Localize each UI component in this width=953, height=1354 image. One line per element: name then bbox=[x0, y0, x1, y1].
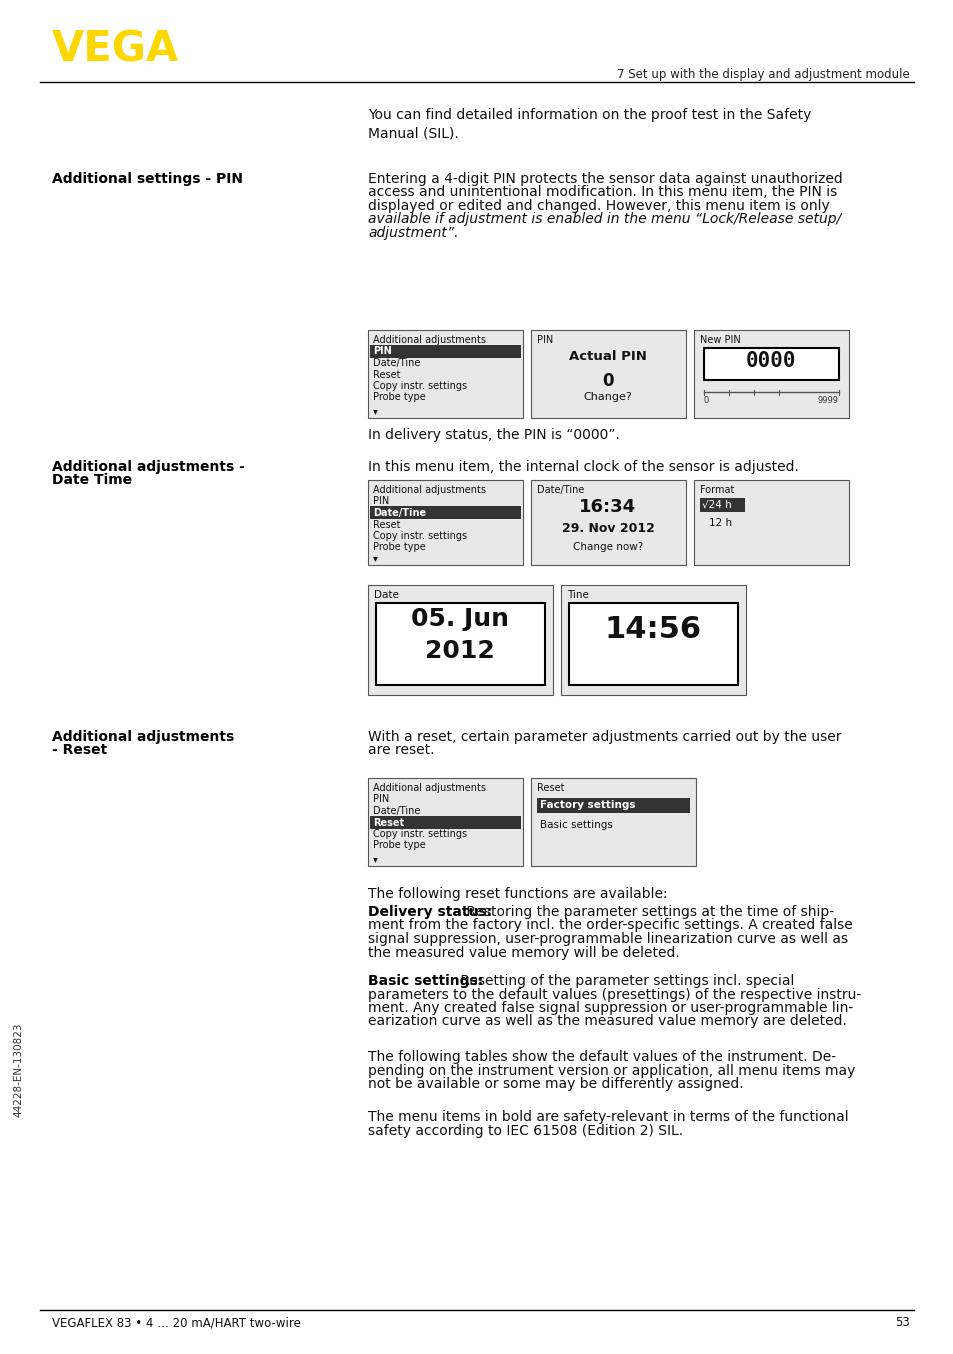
Text: Copy instr. settings: Copy instr. settings bbox=[373, 531, 467, 542]
Text: Additional adjustments: Additional adjustments bbox=[373, 783, 485, 793]
Text: Actual PIN: Actual PIN bbox=[569, 349, 646, 363]
Text: pending on the instrument version or application, all menu items may: pending on the instrument version or app… bbox=[368, 1063, 855, 1078]
Text: 53: 53 bbox=[894, 1316, 909, 1330]
Text: 14:56: 14:56 bbox=[604, 615, 700, 645]
Text: ment from the factory incl. the order-specific settings. A created false: ment from the factory incl. the order-sp… bbox=[368, 918, 852, 933]
Text: PIN: PIN bbox=[373, 347, 392, 356]
Text: Date: Date bbox=[374, 590, 398, 600]
Text: Probe type: Probe type bbox=[373, 841, 425, 850]
Text: Delivery status:: Delivery status: bbox=[368, 904, 492, 919]
Text: 44228-EN-130823: 44228-EN-130823 bbox=[13, 1022, 23, 1117]
Text: VEGA: VEGA bbox=[52, 28, 179, 70]
Text: 16:34: 16:34 bbox=[578, 498, 636, 516]
Bar bbox=[368, 779, 522, 867]
Text: Date/Tine: Date/Tine bbox=[373, 357, 420, 368]
Text: Format: Format bbox=[700, 485, 734, 496]
Text: parameters to the default values (presettings) of the respective instru-: parameters to the default values (preset… bbox=[368, 987, 861, 1002]
Text: PIN: PIN bbox=[537, 334, 553, 345]
Text: The following tables show the default values of the instrument. De-: The following tables show the default va… bbox=[368, 1049, 835, 1064]
Text: Probe type: Probe type bbox=[373, 543, 425, 552]
Text: available if adjustment is enabled in the menu “Lock/Release setup/: available if adjustment is enabled in th… bbox=[368, 213, 841, 226]
Text: Resetting of the parameter settings incl. special: Resetting of the parameter settings incl… bbox=[456, 974, 794, 988]
Text: Entering a 4-digit PIN protects the sensor data against unauthorized: Entering a 4-digit PIN protects the sens… bbox=[368, 172, 841, 185]
Text: Factory settings: Factory settings bbox=[539, 800, 635, 810]
Bar bbox=[370, 506, 520, 519]
Text: Reset: Reset bbox=[373, 520, 400, 529]
Text: ▾: ▾ bbox=[373, 854, 377, 864]
Text: The menu items in bold are safety-relevant in terms of the functional: The menu items in bold are safety-releva… bbox=[368, 1110, 848, 1124]
Text: displayed or edited and changed. However, this menu item is only: displayed or edited and changed. However… bbox=[368, 199, 829, 213]
Text: adjustment”.: adjustment”. bbox=[368, 226, 458, 240]
Text: Change?: Change? bbox=[583, 393, 632, 402]
Text: 0000: 0000 bbox=[745, 351, 796, 371]
Text: 2012: 2012 bbox=[425, 639, 495, 663]
Bar bbox=[375, 603, 544, 685]
Text: 29. Nov 2012: 29. Nov 2012 bbox=[561, 523, 654, 535]
Bar bbox=[537, 798, 689, 812]
Text: Probe type: Probe type bbox=[373, 393, 425, 402]
Text: signal suppression, user-programmable linearization curve as well as: signal suppression, user-programmable li… bbox=[368, 932, 847, 946]
Text: 05. Jun: 05. Jun bbox=[411, 607, 509, 631]
Bar bbox=[700, 498, 744, 512]
Text: Copy instr. settings: Copy instr. settings bbox=[373, 829, 467, 839]
Text: 0: 0 bbox=[601, 372, 613, 390]
Text: Date/Tine: Date/Tine bbox=[373, 806, 420, 816]
Text: Additional adjustments -: Additional adjustments - bbox=[52, 460, 245, 474]
Text: earization curve as well as the measured value memory are deleted.: earization curve as well as the measured… bbox=[368, 1014, 846, 1029]
Text: access and unintentional modification. In this menu item, the PIN is: access and unintentional modification. I… bbox=[368, 185, 837, 199]
Text: are reset.: are reset. bbox=[368, 743, 434, 757]
Bar bbox=[370, 344, 520, 357]
Text: The following reset functions are available:: The following reset functions are availa… bbox=[368, 887, 667, 900]
Text: In delivery status, the PIN is “0000”.: In delivery status, the PIN is “0000”. bbox=[368, 428, 619, 441]
Bar bbox=[368, 585, 553, 695]
Text: Change now?: Change now? bbox=[572, 542, 642, 552]
Text: You can find detailed information on the proof test in the Safety
Manual (SIL).: You can find detailed information on the… bbox=[368, 108, 810, 141]
Text: Tine: Tine bbox=[566, 590, 588, 600]
Text: New PIN: New PIN bbox=[700, 334, 740, 345]
Text: PIN: PIN bbox=[373, 795, 389, 804]
Bar bbox=[693, 481, 848, 565]
Text: not be available or some may be differently assigned.: not be available or some may be differen… bbox=[368, 1076, 742, 1091]
Bar bbox=[560, 585, 745, 695]
Bar bbox=[531, 481, 685, 565]
Text: safety according to IEC 61508 (Edition 2) SIL.: safety according to IEC 61508 (Edition 2… bbox=[368, 1124, 682, 1137]
Text: Copy instr. settings: Copy instr. settings bbox=[373, 380, 467, 391]
Text: 12 h: 12 h bbox=[708, 519, 731, 528]
Text: ment. Any created false signal suppression or user-programmable lin-: ment. Any created false signal suppressi… bbox=[368, 1001, 852, 1016]
Bar bbox=[703, 348, 838, 380]
Text: √24 h: √24 h bbox=[701, 500, 731, 510]
Bar bbox=[568, 603, 738, 685]
Text: Additional adjustments: Additional adjustments bbox=[52, 730, 234, 743]
Text: Date Time: Date Time bbox=[52, 474, 132, 487]
Bar bbox=[531, 330, 685, 418]
Text: VEGAFLEX 83 • 4 … 20 mA/HART two-wire: VEGAFLEX 83 • 4 … 20 mA/HART two-wire bbox=[52, 1316, 300, 1330]
Text: Reset: Reset bbox=[373, 370, 400, 379]
Text: In this menu item, the internal clock of the sensor is adjusted.: In this menu item, the internal clock of… bbox=[368, 460, 798, 474]
Text: 9999: 9999 bbox=[817, 395, 838, 405]
Text: 0: 0 bbox=[703, 395, 708, 405]
Text: Restoring the parameter settings at the time of ship-: Restoring the parameter settings at the … bbox=[462, 904, 834, 919]
Text: 7 Set up with the display and adjustment module: 7 Set up with the display and adjustment… bbox=[617, 68, 909, 81]
Bar bbox=[368, 481, 522, 565]
Bar bbox=[368, 330, 522, 418]
Text: the measured value memory will be deleted.: the measured value memory will be delete… bbox=[368, 945, 679, 960]
Text: - Reset: - Reset bbox=[52, 743, 107, 757]
Text: Basic settings: Basic settings bbox=[539, 821, 612, 830]
Text: Date/Tine: Date/Tine bbox=[373, 508, 426, 519]
Text: PIN: PIN bbox=[373, 497, 389, 506]
Text: ▾: ▾ bbox=[373, 552, 377, 563]
Text: With a reset, certain parameter adjustments carried out by the user: With a reset, certain parameter adjustme… bbox=[368, 730, 841, 743]
Text: Additional settings - PIN: Additional settings - PIN bbox=[52, 172, 243, 185]
Bar bbox=[531, 779, 696, 867]
Text: Date/Tine: Date/Tine bbox=[537, 485, 584, 496]
Text: Reset: Reset bbox=[373, 818, 404, 827]
Bar bbox=[370, 815, 520, 829]
Text: Additional adjustments: Additional adjustments bbox=[373, 485, 485, 496]
Text: Basic settings:: Basic settings: bbox=[368, 974, 483, 988]
Text: Additional adjustments: Additional adjustments bbox=[373, 334, 485, 345]
Text: Reset: Reset bbox=[537, 783, 564, 793]
Bar bbox=[693, 330, 848, 418]
Text: ▾: ▾ bbox=[373, 406, 377, 416]
